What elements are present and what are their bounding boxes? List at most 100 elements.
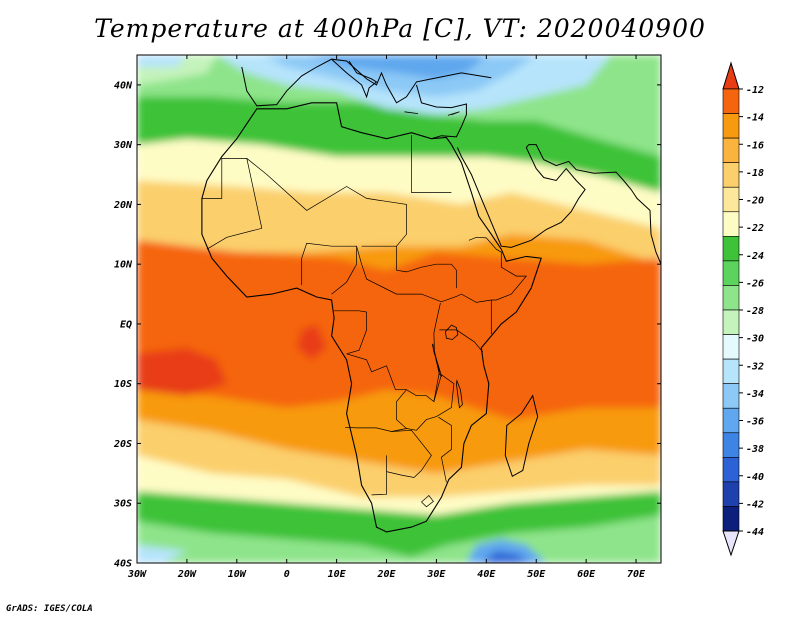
band-s-34 (466, 539, 547, 563)
y-tick-label: 30S (113, 499, 132, 510)
colorbar-label: -36 (746, 417, 764, 428)
x-tick-label: 50E (527, 569, 546, 580)
lesotho (420, 494, 434, 508)
colorbar-label: -44 (746, 527, 764, 538)
band-nw-30 (137, 55, 187, 67)
map-title: Temperature at 400hPa [C], VT: 202004090… (94, 14, 706, 43)
colorbar-box (722, 88, 740, 114)
colorbar-box (722, 358, 740, 384)
y-tick-label: EQ (120, 319, 132, 330)
border-zambia (406, 374, 455, 431)
axis-ticks: 30W 20W 10W 0 10E 20E 30E 40E 50E 60E 70E 40N 30N 20N… (113, 55, 661, 580)
border-botswana (386, 429, 432, 478)
colorbar-box (722, 162, 740, 188)
x-tick-label: 10W (228, 569, 247, 580)
colorbar-box (722, 383, 740, 409)
colorbar-box (722, 506, 740, 532)
colorbar-label: -28 (746, 306, 764, 317)
crete (404, 111, 419, 114)
border-mozambique (438, 416, 452, 483)
colorbar-box (722, 285, 740, 311)
colorbar-box (722, 481, 740, 507)
colorbar-arrow-top (722, 61, 740, 90)
africa-coastline (201, 102, 542, 533)
gulf-iran (528, 144, 652, 235)
colorbar-label: -14 (746, 113, 764, 124)
footer-credit: GrADS: IGES/COLA (6, 604, 93, 614)
europe-coast (241, 58, 492, 107)
border-tanzania (439, 329, 484, 353)
x-tick-label: 40E (477, 569, 496, 580)
colorbar-arrow-bottom (722, 530, 740, 557)
border-gabon (334, 310, 367, 355)
y-tick-label: 30N (113, 140, 133, 151)
temperature-field (137, 55, 661, 563)
band-sa-12 (137, 347, 227, 396)
levant (416, 84, 467, 140)
colorbar-box (722, 211, 740, 237)
madagascar (504, 394, 539, 478)
y-tick-label: 20S (113, 439, 132, 450)
band-sa-12b (296, 323, 327, 360)
colorbar-label: -22 (746, 223, 764, 234)
coastlines (201, 58, 661, 533)
y-tick-label: 10S (114, 379, 132, 390)
x-tick-label: 60E (577, 569, 596, 580)
x-tick-label: 30W (127, 569, 147, 580)
india-west (650, 234, 661, 265)
colorbar-label: -20 (746, 196, 764, 207)
colorbar-box (722, 137, 740, 163)
border-congo (346, 302, 441, 403)
colorbar-label: -34 (746, 389, 764, 400)
x-tick-label: 20E (376, 569, 396, 580)
lake-malawi (455, 379, 463, 409)
colorbar-label: -18 (746, 168, 764, 179)
colorbar-box (722, 309, 740, 335)
colorbar-box (722, 260, 740, 286)
border-west (201, 158, 263, 250)
cyprus (447, 111, 460, 116)
italy (331, 58, 378, 99)
band-s-38 (481, 551, 532, 563)
arabia (456, 144, 586, 248)
colorbar-label: -42 (746, 499, 764, 510)
lake-victoria (444, 324, 459, 340)
colorbar-box (722, 186, 740, 213)
colorbar-label: -38 (746, 444, 764, 455)
y-tick-label: 40N (114, 80, 133, 91)
colorbar-label: -12 (746, 85, 764, 96)
border-southern (371, 455, 387, 496)
x-tick-label: 20W (177, 569, 197, 580)
x-tick-label: 10E (328, 569, 347, 580)
y-tick-label: 40S (114, 559, 132, 570)
border-angola (345, 389, 408, 432)
x-tick-label: 70E (627, 569, 646, 580)
colorbar-label: -32 (746, 361, 764, 372)
colorbar-label: -16 (746, 140, 764, 151)
colorbar-label: -24 (746, 251, 764, 262)
border-nigeria (301, 242, 357, 295)
border-sudan (396, 246, 457, 289)
colorbar-label: -26 (746, 278, 764, 289)
colorbar-label: -30 (746, 334, 764, 345)
band-eq-14 (137, 240, 661, 420)
colorbar-box (722, 407, 740, 434)
plot-frame (136, 54, 662, 564)
band-n-34 (306, 55, 487, 79)
lake-tanganyika (431, 343, 443, 378)
y-tick-label: 20N (113, 200, 133, 211)
colorbar-box (722, 113, 740, 139)
y-tick-label: 10N (114, 260, 133, 271)
colorbar-label: -40 (746, 472, 764, 483)
colorbar-box (722, 457, 740, 483)
border-sahel (246, 158, 407, 247)
colorbar-box (722, 432, 740, 458)
border-eg-ly (411, 135, 452, 193)
x-tick-label: 0 (284, 569, 290, 580)
colorbar-box (722, 236, 740, 262)
colorbar: -12 -14 -16 -18 -20 -22 -24 -26 -28 -30 -32 -34 -36 -… (722, 61, 764, 557)
colorbar-box (722, 334, 740, 360)
x-tick-label: 30E (426, 569, 446, 580)
border-ethiopia (468, 236, 528, 301)
